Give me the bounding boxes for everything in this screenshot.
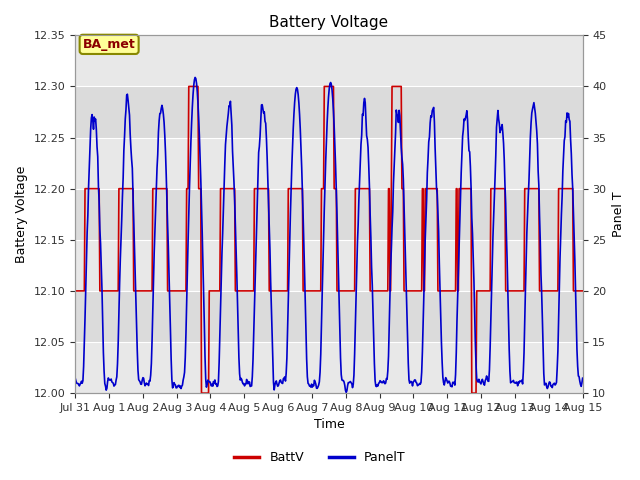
Bar (75, 291, 582, 342)
X-axis label: Time: Time (314, 419, 344, 432)
Y-axis label: Panel T: Panel T (612, 192, 625, 237)
Bar (75, 189, 582, 240)
Bar (75, 86, 582, 138)
Title: Battery Voltage: Battery Voltage (269, 15, 388, 30)
Text: BA_met: BA_met (83, 38, 136, 51)
Y-axis label: Battery Voltage: Battery Voltage (15, 166, 28, 263)
Legend: BattV, PanelT: BattV, PanelT (229, 446, 411, 469)
